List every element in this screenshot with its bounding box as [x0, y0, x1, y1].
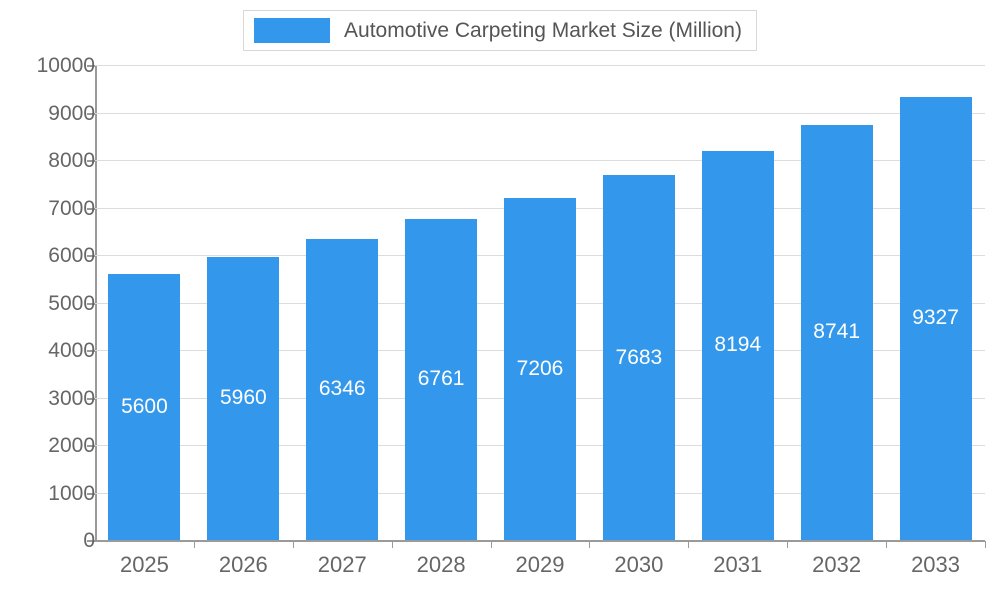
x-axis-tick	[787, 541, 789, 548]
x-axis-tick	[985, 541, 986, 548]
x-axis-tick	[490, 541, 492, 548]
bar-value-label: 8194	[714, 333, 762, 357]
x-axis-label: 2032	[812, 552, 862, 577]
x-axis-tick	[688, 541, 690, 548]
y-axis-tick	[87, 255, 95, 257]
bar-value-label: 8741	[813, 320, 861, 344]
gridline	[95, 112, 985, 114]
y-axis-label: 9000	[48, 101, 95, 125]
y-axis-tick	[87, 350, 95, 352]
x-axis-tick	[391, 541, 393, 548]
y-axis-tick	[87, 160, 95, 162]
x-axis-label: 2026	[218, 552, 268, 577]
x-axis-line	[95, 540, 985, 542]
bar-2026: 5960	[207, 256, 280, 540]
bar-value-label: 6346	[318, 377, 366, 401]
bar-value-label: 5600	[121, 395, 168, 418]
y-axis-label: 10000	[36, 54, 95, 77]
y-axis-tick	[87, 112, 95, 115]
bar-2031: 8194	[701, 150, 774, 540]
y-axis-label: 2000	[48, 434, 95, 457]
bar-2033: 9327	[899, 96, 972, 540]
bar-2030: 7683	[602, 175, 675, 540]
x-axis-tick	[292, 541, 294, 548]
y-axis-tick	[87, 397, 95, 400]
x-axis-label: 2031	[713, 552, 763, 577]
y-axis-tick	[87, 492, 95, 495]
x-axis-label: 2030	[614, 552, 664, 577]
bar-value-label: 7206	[516, 356, 564, 380]
bar-2025: 5600	[108, 274, 181, 540]
y-axis-tick	[87, 65, 95, 67]
y-axis-tick	[87, 540, 95, 542]
plot-area: 5600 5960 6346 6761 7206 7683 8194 8741 9327	[95, 65, 985, 540]
bar-value-label: 5960	[219, 386, 267, 410]
bar-2027: 6346	[306, 238, 379, 540]
bar-2028: 6761	[405, 218, 478, 540]
x-axis-label: 2028	[416, 552, 466, 577]
legend[interactable]: Automotive Carpeting Market Size (Millio…	[243, 10, 757, 51]
gridline	[95, 160, 985, 161]
bar-2029: 7206	[504, 197, 576, 540]
y-axis-label: 0	[83, 529, 95, 552]
x-axis-tick	[589, 541, 591, 548]
x-axis-label: 2025	[119, 552, 169, 577]
y-axis-label: 3000	[48, 386, 95, 410]
y-axis-label: 1000	[48, 481, 95, 505]
y-axis-label: 5000	[48, 291, 95, 315]
x-axis-tick	[886, 541, 888, 548]
x-axis-label: 2029	[515, 552, 565, 577]
y-axis-label: 4000	[48, 339, 95, 362]
y-axis-label: 7000	[48, 196, 95, 220]
y-axis-tick	[87, 302, 95, 305]
x-axis-label: 2027	[317, 552, 367, 577]
x-axis-tick	[193, 541, 195, 548]
x-axis-label: 2033	[911, 552, 961, 577]
y-axis-label: 8000	[48, 149, 95, 172]
legend-swatch	[254, 18, 331, 43]
gridline	[95, 65, 985, 66]
bar-value-label: 6761	[417, 367, 465, 391]
bar-value-label: 9327	[912, 306, 959, 330]
y-axis-tick	[87, 207, 95, 210]
y-axis-label: 6000	[48, 244, 95, 267]
bar-2032: 8741	[800, 124, 873, 540]
y-axis-tick	[87, 445, 95, 447]
bar-value-label: 7683	[615, 345, 663, 369]
legend-label: Automotive Carpeting Market Size (Millio…	[344, 18, 742, 42]
